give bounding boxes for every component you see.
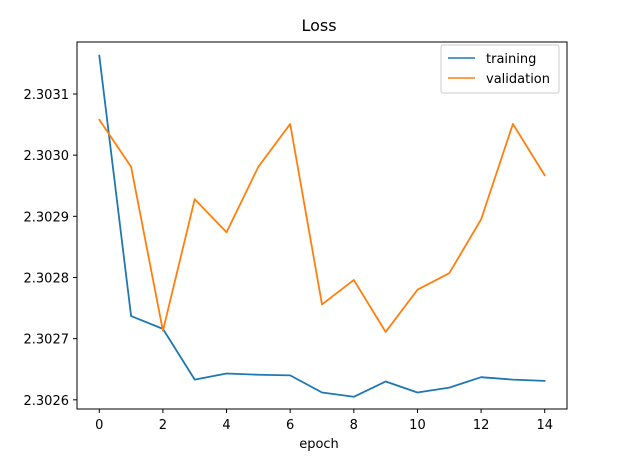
x-tick-label: 4: [222, 418, 230, 433]
validation-line: [98, 118, 546, 333]
x-tick-label: 12: [473, 418, 490, 433]
y-tick-label: 2.3028: [24, 271, 70, 286]
chart-title: Loss: [301, 16, 336, 35]
y-tick-label: 2.3029: [24, 210, 70, 225]
training-line: [98, 54, 546, 398]
legend-box: [440, 44, 560, 94]
x-axis-label: epoch: [299, 437, 339, 452]
x-tick-label: 6: [286, 418, 294, 433]
y-axis: 2.3026 2.3027 2.3028 2.3029 2.3030 2.3031: [24, 88, 77, 409]
x-tick-label: 8: [350, 418, 358, 433]
y-tick-label: 2.3031: [24, 88, 70, 103]
x-tick-label: 14: [536, 418, 553, 433]
y-tick-label: 2.3027: [24, 333, 70, 348]
x-tick-label: 2: [159, 418, 167, 433]
x-axis: 0 2 4 6 8 10 12 14: [95, 409, 553, 433]
series-layer: [98, 54, 546, 398]
y-tick-label: 2.3026: [24, 394, 70, 409]
legend-training-label: training: [486, 52, 536, 67]
legend-validation-label: validation: [486, 72, 550, 87]
y-tick-label: 2.3030: [24, 149, 70, 164]
legend: training validation: [440, 44, 560, 94]
x-tick-label: 0: [95, 418, 103, 433]
plot-frame: [76, 41, 568, 410]
x-tick-label: 10: [409, 418, 426, 433]
